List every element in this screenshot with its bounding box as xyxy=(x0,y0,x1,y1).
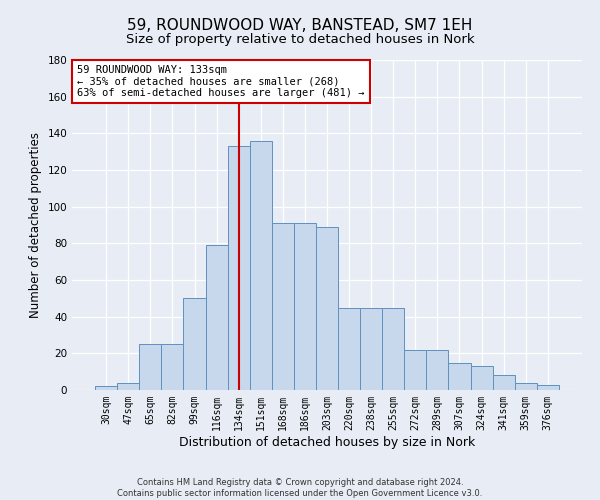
Bar xyxy=(338,308,360,390)
Bar xyxy=(161,344,184,390)
Bar xyxy=(250,140,272,390)
Y-axis label: Number of detached properties: Number of detached properties xyxy=(29,132,42,318)
X-axis label: Distribution of detached houses by size in Nork: Distribution of detached houses by size … xyxy=(179,436,475,448)
Bar xyxy=(360,308,382,390)
Text: 59, ROUNDWOOD WAY, BANSTEAD, SM7 1EH: 59, ROUNDWOOD WAY, BANSTEAD, SM7 1EH xyxy=(127,18,473,32)
Bar xyxy=(316,227,338,390)
Bar xyxy=(184,298,206,390)
Bar xyxy=(382,308,404,390)
Bar xyxy=(515,382,537,390)
Text: 59 ROUNDWOOD WAY: 133sqm
← 35% of detached houses are smaller (268)
63% of semi-: 59 ROUNDWOOD WAY: 133sqm ← 35% of detach… xyxy=(77,65,365,98)
Text: Contains HM Land Registry data © Crown copyright and database right 2024.
Contai: Contains HM Land Registry data © Crown c… xyxy=(118,478,482,498)
Bar xyxy=(427,350,448,390)
Bar xyxy=(404,350,427,390)
Bar xyxy=(227,146,250,390)
Bar xyxy=(272,223,294,390)
Bar xyxy=(294,223,316,390)
Bar xyxy=(206,245,227,390)
Bar xyxy=(493,376,515,390)
Bar xyxy=(139,344,161,390)
Text: Size of property relative to detached houses in Nork: Size of property relative to detached ho… xyxy=(125,32,475,46)
Bar xyxy=(470,366,493,390)
Bar xyxy=(117,382,139,390)
Bar xyxy=(95,386,117,390)
Bar xyxy=(448,362,470,390)
Bar xyxy=(537,384,559,390)
